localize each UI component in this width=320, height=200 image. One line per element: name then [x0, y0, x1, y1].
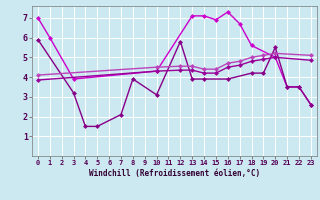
X-axis label: Windchill (Refroidissement éolien,°C): Windchill (Refroidissement éolien,°C) — [89, 169, 260, 178]
